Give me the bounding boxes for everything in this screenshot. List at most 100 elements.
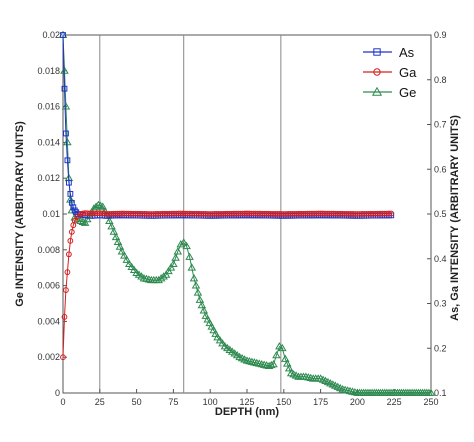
data-point-ge bbox=[275, 342, 284, 350]
data-point-ge bbox=[343, 386, 352, 394]
data-point-ge bbox=[96, 201, 105, 209]
data-point-ge bbox=[156, 274, 166, 282]
data-point-ge bbox=[80, 218, 90, 226]
x-tick-label: 200 bbox=[350, 397, 365, 407]
data-point-ge bbox=[166, 263, 176, 271]
data-point-ge bbox=[142, 274, 151, 282]
data-point-ge bbox=[215, 336, 225, 344]
legend-marker-as bbox=[373, 48, 381, 56]
left-tick-label: 0.016 bbox=[37, 102, 60, 112]
series-ga bbox=[60, 210, 395, 361]
left-tick-label: 0.004 bbox=[37, 316, 60, 326]
x-axis-title: DEPTH (nm) bbox=[215, 406, 280, 418]
data-point-ge bbox=[117, 247, 127, 255]
left-tick-label: 0.012 bbox=[37, 173, 60, 183]
data-point-ge bbox=[201, 311, 211, 319]
data-point-ge bbox=[278, 343, 287, 352]
data-point-ge bbox=[111, 232, 121, 241]
data-point-ge bbox=[169, 259, 178, 268]
data-point-ge bbox=[76, 216, 85, 225]
data-point-as bbox=[64, 157, 71, 164]
data-point-ge bbox=[284, 364, 294, 372]
data-point-ga bbox=[67, 237, 74, 244]
series-layer bbox=[58, 30, 436, 396]
data-point-ge bbox=[66, 195, 75, 203]
data-point-ge bbox=[187, 263, 197, 271]
data-point-ge bbox=[94, 200, 103, 208]
data-point-ga bbox=[71, 217, 78, 224]
series-ge bbox=[58, 30, 436, 396]
left-tick-label: 0.01 bbox=[42, 209, 60, 219]
data-point-ge bbox=[193, 288, 203, 296]
right-tick-label: 0.9 bbox=[434, 30, 447, 40]
data-point-ge bbox=[176, 240, 186, 248]
data-point-as bbox=[67, 190, 74, 197]
data-point-ge bbox=[338, 385, 347, 393]
data-point-as bbox=[65, 179, 72, 186]
data-point-ga bbox=[60, 354, 66, 361]
series-as bbox=[60, 32, 395, 219]
legend: As Ga Ge bbox=[363, 45, 417, 100]
data-point-ge bbox=[272, 351, 281, 359]
right-tick-label: 0.7 bbox=[434, 120, 447, 130]
data-point-ga bbox=[68, 229, 75, 235]
data-point-ge bbox=[257, 359, 266, 368]
left-tick-label: 0.002 bbox=[37, 352, 60, 362]
data-point-ga bbox=[64, 269, 71, 276]
data-point-ge bbox=[203, 315, 213, 323]
data-point-ge bbox=[107, 222, 116, 230]
left-tick-label: 0.018 bbox=[37, 66, 60, 76]
data-point-ge bbox=[129, 265, 139, 273]
data-point-ge bbox=[195, 295, 205, 303]
data-point-ge bbox=[254, 359, 264, 367]
data-point-ga bbox=[110, 210, 117, 217]
data-point-ge bbox=[282, 359, 292, 367]
data-point-ge bbox=[161, 270, 171, 278]
x-tick-label: 175 bbox=[313, 397, 328, 407]
left-axis-ticks: 0 0.002 0.004 0.006 0.008 0.01 0.012 0.014 0.016… bbox=[37, 30, 67, 398]
data-point-ge bbox=[171, 253, 180, 261]
data-point-ge bbox=[280, 354, 290, 362]
data-point-ge bbox=[139, 274, 149, 282]
data-point-ge bbox=[191, 281, 201, 289]
data-point-as bbox=[60, 32, 66, 38]
data-point-ga bbox=[104, 211, 111, 217]
data-point-ge bbox=[301, 372, 311, 380]
data-point-ga bbox=[112, 210, 119, 217]
data-point-ge bbox=[304, 373, 313, 381]
data-point-ge bbox=[213, 333, 222, 341]
x-tick-label: 25 bbox=[95, 397, 105, 407]
data-point-ga bbox=[61, 314, 68, 320]
x-tick-label: 125 bbox=[239, 397, 254, 407]
data-point-as bbox=[63, 130, 69, 137]
data-point-as bbox=[61, 85, 68, 92]
x-tick-label: 0 bbox=[60, 397, 65, 407]
x-axis-ticks: 0 25 50 75 100 125 150 175 200 225 250 bbox=[60, 389, 439, 407]
data-point-ge bbox=[245, 356, 254, 365]
data-point-ge bbox=[350, 388, 360, 396]
data-point-ge bbox=[182, 241, 191, 250]
data-point-ga bbox=[114, 210, 121, 217]
data-point-ge bbox=[426, 388, 436, 396]
data-point-ge bbox=[113, 237, 123, 245]
data-point-ge bbox=[211, 329, 220, 337]
right-axis-title: As, Ga INTENSITY (ARBITRARY UNITS) bbox=[449, 115, 461, 321]
data-point-ge bbox=[199, 306, 209, 314]
right-tick-label: 0.2 bbox=[434, 343, 447, 353]
data-point-as bbox=[70, 204, 77, 211]
data-point-ge bbox=[83, 214, 92, 223]
data-point-ge bbox=[269, 359, 278, 368]
data-point-ge bbox=[109, 227, 119, 235]
right-axis-ticks: 0.1 0.2 0.3 0.4 0.5 0.6 0.7 0.8 0.9 bbox=[427, 30, 447, 398]
data-point-ge bbox=[209, 325, 218, 334]
data-point-ga bbox=[386, 210, 392, 217]
series-line-as bbox=[62, 34, 392, 217]
data-point-ga bbox=[106, 211, 113, 217]
right-tick-label: 0.3 bbox=[434, 299, 447, 309]
data-point-ga bbox=[65, 251, 72, 258]
data-point-ga bbox=[108, 210, 115, 217]
data-point-ge bbox=[154, 275, 163, 284]
data-point-ga bbox=[63, 287, 69, 293]
right-tick-label: 0.6 bbox=[434, 164, 447, 174]
data-point-ge bbox=[267, 360, 276, 369]
